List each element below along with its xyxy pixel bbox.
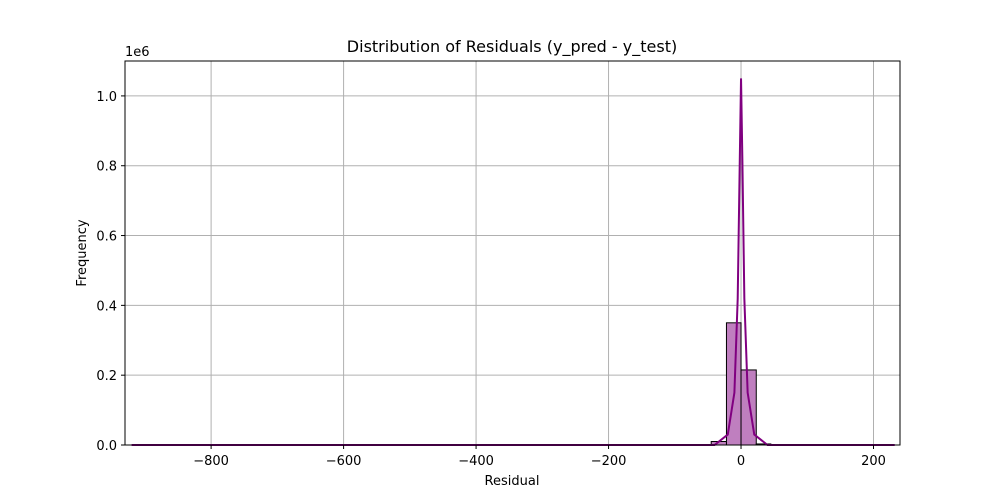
x-tick-label: −600: [326, 454, 362, 469]
x-tick-label: −400: [458, 454, 494, 469]
y-tick-label: 0.4: [96, 299, 117, 314]
plot-frame: [124, 60, 901, 446]
x-tick-label: 0: [737, 454, 745, 469]
x-tick-label: 200: [861, 454, 886, 469]
ticks-layer: −800 −600 −400 −200 0 200 0.0 0.2 0.4 0.6 0.8 1.0: [96, 90, 886, 469]
x-axis-label: Residual: [485, 474, 540, 489]
x-tick-label: −800: [193, 454, 229, 469]
y-offset-label: 1e6: [125, 45, 150, 60]
kde-curve: [131, 78, 895, 446]
chart-title: Distribution of Residuals (y_pred - y_te…: [347, 37, 677, 57]
y-tick-label: 0.8: [96, 160, 117, 175]
bars-layer: [710, 322, 772, 446]
y-tick-label: 1.0: [96, 90, 117, 105]
y-tick-label: 0.2: [96, 369, 117, 384]
x-tick-label: −200: [591, 454, 627, 469]
y-axis-label: Frequency: [75, 219, 90, 286]
kde-layer: [131, 78, 895, 446]
y-tick-label: 0.6: [96, 230, 117, 245]
y-tick-label: 0.0: [96, 439, 117, 454]
grid-layer: [125, 61, 900, 446]
